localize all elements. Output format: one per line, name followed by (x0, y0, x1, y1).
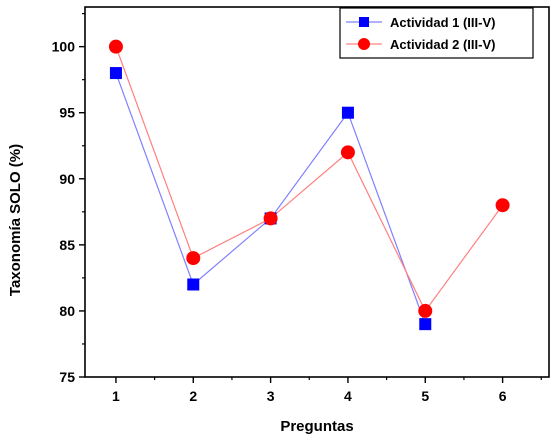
legend-box (339, 7, 534, 59)
y-tick-label: 75 (59, 369, 75, 385)
x-tick-label: 4 (344, 388, 352, 404)
x-tick-label: 2 (189, 388, 197, 404)
legend-label-2: Actividad 2 (III-V) (390, 37, 495, 52)
series-1-point (341, 106, 354, 119)
series-1-point (109, 67, 122, 80)
x-axis-title: Preguntas (280, 418, 353, 435)
plot-area: 75 80 85 90 95 100 1 2 3 4 5 6 (52, 6, 550, 404)
series-1-point (419, 318, 432, 331)
legend-label-1: Actividad 1 (III-V) (390, 15, 495, 30)
x-tick-label: 3 (267, 388, 275, 404)
series-2-point (340, 145, 355, 160)
y-tick-label: 90 (59, 171, 75, 187)
y-tick-label: 85 (59, 237, 75, 253)
x-tick-label: 1 (112, 388, 120, 404)
y-tick-label: 100 (52, 39, 76, 55)
legend: Actividad 1 (III-V) Actividad 2 (III-V) (339, 7, 534, 59)
series-2-point (495, 198, 510, 213)
series-2-line (115, 46, 504, 313)
series-2-point (263, 211, 278, 226)
legend-marker-2 (358, 38, 370, 50)
y-tick-label: 95 (59, 105, 75, 121)
series-2-point (418, 303, 433, 318)
series-2-point (108, 39, 123, 54)
x-tick-label: 6 (499, 388, 507, 404)
series-1-point (187, 278, 200, 291)
series-1-line (115, 72, 426, 325)
y-tick-label: 80 (59, 303, 75, 319)
legend-marker-1 (359, 17, 369, 27)
plot-frame (84, 6, 550, 378)
y-axis-title: Taxonomía SOLO (%) (7, 144, 24, 296)
x-tick-label: 5 (421, 388, 429, 404)
series-2-point (186, 251, 201, 266)
